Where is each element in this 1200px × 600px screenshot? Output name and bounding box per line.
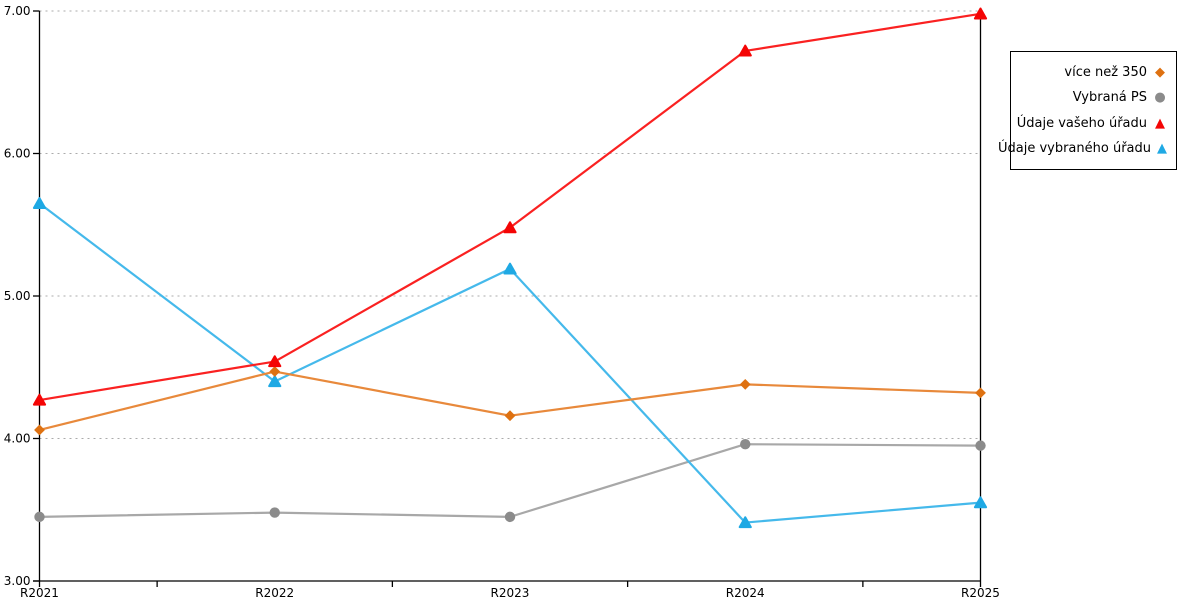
series-line <box>38 370 982 432</box>
diamond-marker-icon: ◆ <box>1155 65 1165 81</box>
series-line <box>38 12 982 402</box>
triangle-marker-icon <box>32 393 47 406</box>
legend-label: Údaje vybraného úřadu <box>997 140 1151 156</box>
diamond-marker-icon <box>269 366 281 377</box>
circle-marker-icon <box>34 511 45 523</box>
chart-legend: více než 350 ◆ Vybraná PS ● Údaje vašeho… <box>998 51 1177 170</box>
circle-marker-icon <box>975 440 986 451</box>
y-tick-label: 5.00 <box>4 289 31 303</box>
triangle-marker-icon <box>503 262 517 275</box>
legend-item-vice-nez-350: více než 350 ◆ <box>1015 65 1167 80</box>
triangle-marker-icon <box>268 375 282 388</box>
diamond-marker-icon <box>34 424 45 436</box>
diamond-marker-icon <box>504 410 516 422</box>
x-tick-label: R2024 <box>726 586 765 600</box>
circle-marker-icon <box>504 511 516 523</box>
triangle-marker-icon <box>268 355 282 368</box>
series-line <box>38 443 982 518</box>
legend-label: Vybraná PS <box>1072 90 1147 106</box>
triangle-marker-icon <box>738 516 752 529</box>
triangle-marker-icon <box>973 7 988 20</box>
legend-item-udaje-vaseho-uradu: Údaje vašeho úřadu ▲ <box>1015 116 1167 131</box>
circle-marker-icon <box>740 439 751 450</box>
y-tick-label: 7.00 <box>4 4 31 18</box>
diamond-marker-icon <box>975 387 986 399</box>
legend-item-vybrana-ps: Vybraná PS ● <box>1015 90 1167 105</box>
y-tick-label: 4.00 <box>4 432 31 446</box>
triangle-marker-icon <box>738 44 752 57</box>
triangle-marker-icon: ▲ <box>1157 140 1167 156</box>
circle-marker-icon <box>269 507 280 518</box>
triangle-marker-icon <box>503 221 517 234</box>
x-tick-label: R2022 <box>255 586 294 600</box>
x-tick-label: R2023 <box>491 586 530 600</box>
legend-item-udaje-vybraneho-uradu: Údaje vybraného úřadu ▲ <box>998 140 1167 156</box>
x-tick-label: R2021 <box>20 586 59 600</box>
series-line <box>38 202 982 524</box>
triangle-marker-icon <box>973 496 988 509</box>
diamond-marker-icon <box>739 378 751 390</box>
triangle-marker-icon <box>32 197 47 209</box>
x-tick-label: R2025 <box>961 586 1000 600</box>
legend-label: více než 350 <box>1064 65 1147 81</box>
circle-marker-icon: ● <box>1154 90 1166 106</box>
y-tick-label: 6.00 <box>4 147 31 161</box>
legend-label: Údaje vašeho úřadu <box>1016 115 1147 131</box>
y-tick-label: 3.00 <box>4 574 31 588</box>
triangle-marker-icon: ▲ <box>1155 115 1165 131</box>
